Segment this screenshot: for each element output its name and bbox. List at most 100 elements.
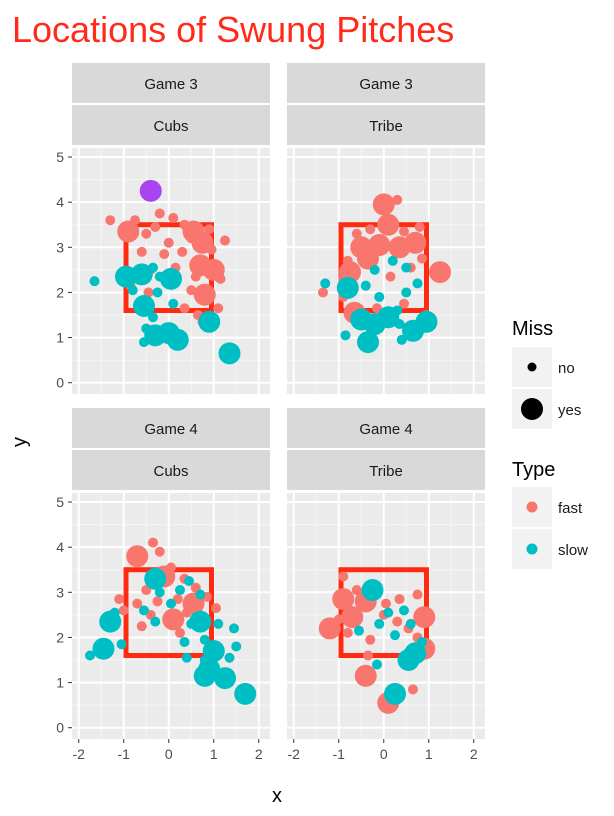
- facet-strip: [72, 105, 270, 145]
- y-tick-label: 5: [56, 494, 64, 510]
- data-point: [399, 226, 409, 237]
- data-point: [133, 294, 155, 317]
- data-point: [214, 667, 236, 690]
- data-point: [186, 233, 197, 244]
- facet-strip: [72, 63, 270, 103]
- data-point: [181, 652, 192, 663]
- data-point: [136, 621, 147, 632]
- facet-strip-label: Cubs: [153, 463, 188, 480]
- data-point: [363, 650, 373, 661]
- facet-strip: [287, 63, 485, 103]
- data-point: [394, 594, 405, 605]
- points-layer: [318, 571, 436, 714]
- data-point: [415, 310, 438, 333]
- data-point: [114, 594, 125, 605]
- data-point: [109, 607, 120, 618]
- data-point: [320, 278, 331, 289]
- x-tick-label: 1: [425, 746, 433, 762]
- data-point: [162, 608, 185, 631]
- data-point: [126, 545, 149, 568]
- y-tick-label: 1: [56, 330, 64, 346]
- data-point: [357, 331, 379, 354]
- data-point: [401, 287, 412, 298]
- legend-symbol: [521, 398, 543, 420]
- data-point: [408, 684, 418, 695]
- legend-label: no: [558, 360, 575, 377]
- legend-symbol: [526, 543, 538, 555]
- chart-title: Locations of Swung Pitches: [12, 9, 454, 50]
- legend-symbol: [527, 362, 537, 372]
- y-tick-label: 0: [56, 375, 64, 391]
- data-point: [179, 636, 190, 647]
- legend-symbol: [526, 501, 538, 513]
- data-point: [141, 228, 152, 239]
- legend-label: fast: [558, 500, 583, 517]
- data-point: [342, 627, 353, 638]
- data-point: [168, 212, 179, 223]
- data-point: [224, 652, 235, 663]
- x-tick-label: -2: [288, 746, 301, 762]
- data-point: [148, 537, 158, 548]
- data-point: [159, 249, 170, 260]
- data-point: [166, 598, 176, 609]
- data-point: [154, 208, 165, 219]
- legend-label: slow: [558, 542, 588, 559]
- y-tick-label: 5: [56, 149, 64, 165]
- facet-strip-label: Game 4: [144, 421, 197, 438]
- facet-strip: [287, 408, 485, 448]
- data-point: [213, 618, 224, 629]
- data-point: [377, 306, 400, 329]
- facet-strip-label: Cubs: [153, 118, 188, 135]
- y-tick-label: 4: [56, 194, 64, 210]
- data-point: [117, 220, 140, 243]
- data-point: [404, 642, 427, 665]
- data-point: [374, 618, 385, 629]
- data-point: [351, 228, 362, 239]
- data-point: [387, 255, 398, 266]
- data-point: [179, 303, 190, 314]
- data-point: [381, 598, 391, 609]
- data-point: [175, 627, 185, 638]
- data-point: [148, 312, 158, 323]
- data-point: [154, 587, 165, 598]
- data-point: [383, 607, 394, 618]
- x-tick-label: 1: [210, 746, 218, 762]
- data-point: [136, 246, 147, 257]
- x-tick-label: 0: [165, 746, 173, 762]
- data-point: [130, 215, 140, 226]
- data-point: [399, 298, 409, 309]
- data-point: [414, 221, 425, 232]
- data-point: [392, 616, 403, 627]
- data-point: [139, 179, 162, 202]
- facet-panel: Game 3 Tribe: [287, 63, 485, 394]
- legend-title-type: Type: [512, 459, 555, 481]
- data-point: [392, 194, 403, 205]
- data-point: [177, 246, 188, 257]
- data-point: [332, 588, 355, 611]
- data-point: [139, 337, 149, 348]
- data-point: [361, 579, 384, 602]
- data-point: [143, 287, 154, 298]
- data-point: [184, 576, 194, 587]
- data-point: [190, 271, 201, 282]
- data-point: [206, 244, 217, 255]
- data-point: [412, 589, 423, 600]
- facet-strip-label: Tribe: [369, 463, 403, 480]
- data-point: [105, 215, 116, 226]
- data-point: [89, 276, 100, 287]
- data-point: [175, 585, 185, 596]
- data-point: [372, 659, 382, 670]
- panel-background: [287, 148, 485, 394]
- data-point: [401, 262, 412, 273]
- data-point: [193, 664, 216, 687]
- data-point: [193, 283, 216, 306]
- data-point: [166, 328, 189, 351]
- data-point: [374, 291, 385, 302]
- facet-strip-label: Game 4: [359, 421, 412, 438]
- data-point: [160, 267, 182, 290]
- facet-strip-label: Game 3: [359, 76, 412, 93]
- data-point: [139, 605, 149, 616]
- data-point: [413, 606, 436, 629]
- x-tick-label: -2: [73, 746, 86, 762]
- data-point: [198, 310, 221, 333]
